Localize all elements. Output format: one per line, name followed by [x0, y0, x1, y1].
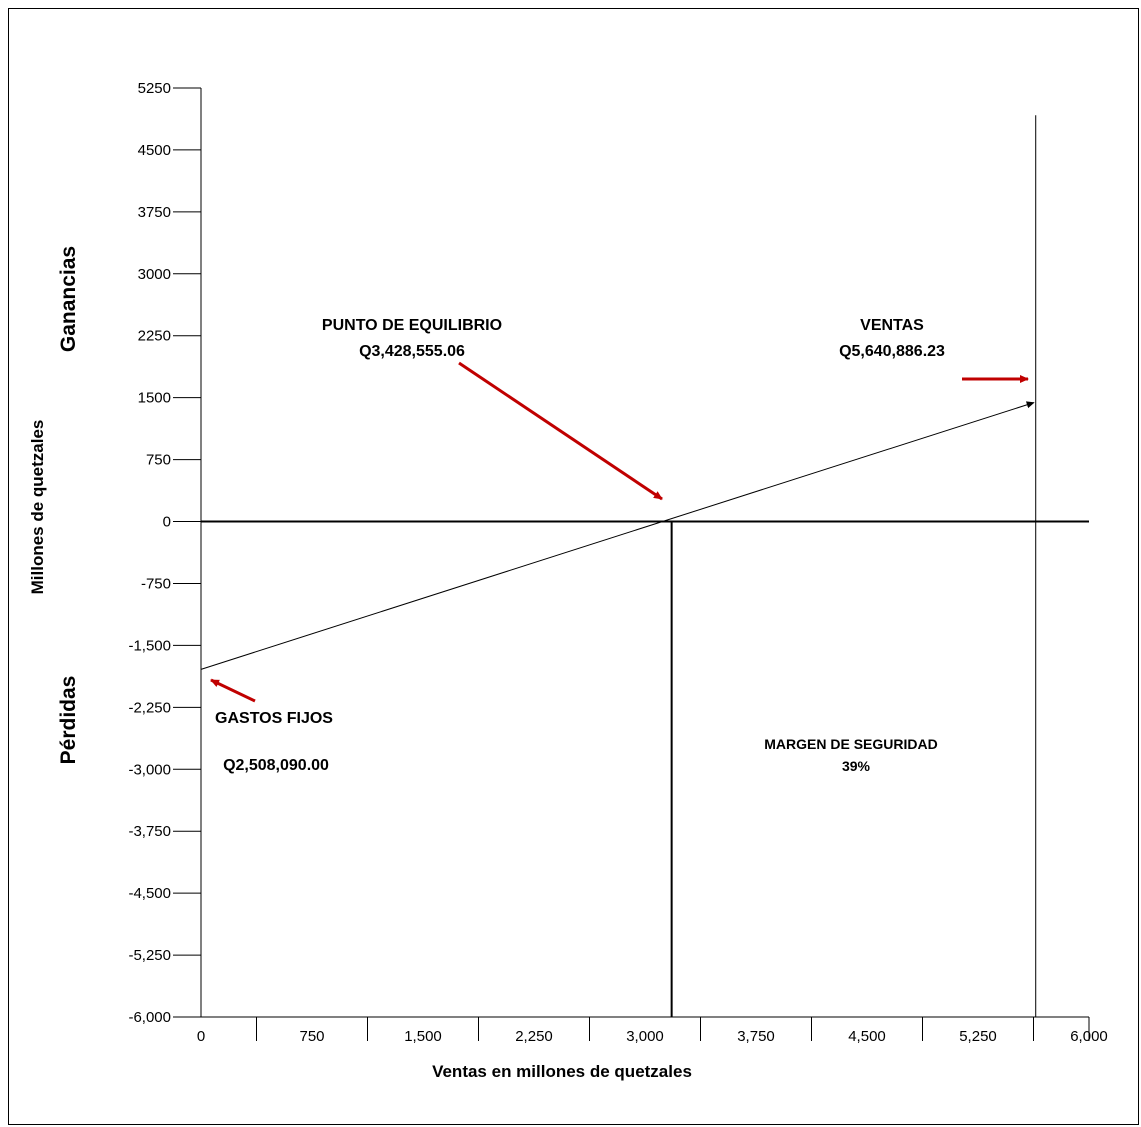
- x-tick-label: 0: [197, 1028, 205, 1045]
- y-tick-label: -3,750: [128, 823, 171, 840]
- x-axis-ticks: 0 750 1,500 2,250 3,000 3,750 4,500 5,250 6,000: [197, 1017, 1108, 1045]
- x-axis-title: Ventas en millones de quetzales: [432, 1062, 692, 1081]
- safety-margin-value: 39%: [842, 758, 871, 774]
- safety-margin-title: MARGEN DE SEGURIDAD: [764, 736, 937, 752]
- y-tick-label: 0: [163, 514, 171, 531]
- y-tick-label: -1,500: [128, 637, 171, 654]
- fixed-costs-pointer-arrow: [210, 678, 256, 703]
- y-tick-label: 3000: [138, 266, 171, 283]
- y-tick-label: -4,500: [128, 885, 171, 902]
- x-tick-label: 3,750: [737, 1028, 775, 1045]
- x-tick-label: 1,500: [404, 1028, 442, 1045]
- axes: [200, 88, 1089, 1018]
- y-axis-lower-label: Pérdidas: [57, 676, 80, 765]
- x-tick-label: 3,000: [626, 1028, 664, 1045]
- fixed-costs-title: GASTOS FIJOS: [215, 710, 333, 727]
- x-tick-label: 2,250: [515, 1028, 553, 1045]
- y-tick-label: 3750: [138, 204, 171, 221]
- y-tick-label: 5250: [138, 80, 171, 97]
- sales-value: Q5,640,886.23: [839, 343, 945, 360]
- y-axis-upper-label: Ganancias: [57, 246, 80, 352]
- y-axis-title: Millones de quetzales: [28, 420, 47, 595]
- chart-frame: [8, 8, 1139, 1125]
- y-tick-label: -3,000: [128, 761, 171, 778]
- chart-lines: [200, 115, 1037, 1017]
- x-tick-label: 750: [299, 1028, 324, 1045]
- sales-title: VENTAS: [860, 317, 924, 334]
- profit-line: [200, 401, 1035, 670]
- y-tick-label: 1500: [138, 390, 171, 407]
- y-tick-label: 750: [146, 452, 171, 469]
- breakeven-pointer-arrow: [458, 361, 663, 501]
- breakeven-value: Q3,428,555.06: [359, 343, 465, 360]
- fixed-costs-value: Q2,508,090.00: [223, 757, 329, 774]
- y-tick-label: -5,250: [128, 947, 171, 964]
- x-tick-label: 5,250: [959, 1028, 997, 1045]
- y-tick-label: 2250: [138, 328, 171, 345]
- y-tick-label: -750: [141, 575, 171, 592]
- y-tick-label: -2,250: [128, 699, 171, 716]
- breakeven-title: PUNTO DE EQUILIBRIO: [322, 317, 502, 334]
- x-tick-label: 4,500: [848, 1028, 886, 1045]
- y-tick-label: -6,000: [128, 1009, 171, 1026]
- y-tick-label: 4500: [138, 142, 171, 159]
- y-axis-ticks: 5250 4500 3750 3000 2250 1500 750 0 -750 -1,500 -2…: [128, 80, 201, 1026]
